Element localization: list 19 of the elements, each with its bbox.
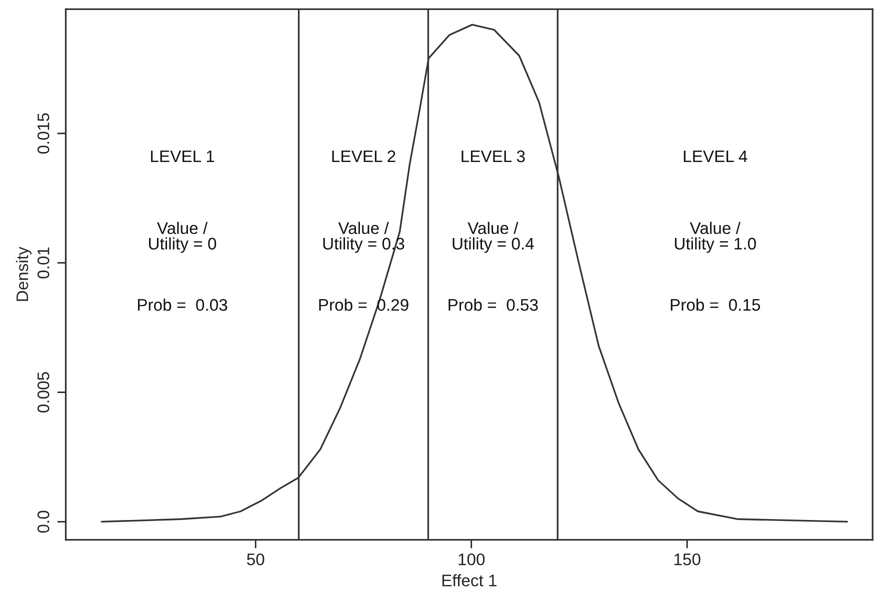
x-tick-label: 150	[674, 553, 700, 566]
annotation: LEVEL 1	[151, 150, 214, 162]
y-tick-label: 0.01	[37, 247, 50, 278]
annotation: Value / Utility = 0	[149, 222, 216, 253]
x-tick-label: 100	[458, 553, 485, 566]
y-tick-label: 0.015	[37, 113, 50, 154]
y-tick-label: 0.0	[37, 510, 50, 533]
annotation: LEVEL 4	[684, 150, 748, 162]
annotation: Prob = 0.53	[448, 298, 538, 311]
annotation: Prob = 0.15	[670, 298, 760, 311]
annotation: Value / Utility = 1.0	[674, 222, 756, 253]
annotation: Prob = 0.03	[138, 298, 228, 311]
annotation: LEVEL 3	[462, 150, 525, 162]
annotation: Value / Utility = 0.4	[452, 222, 534, 253]
x-axis-title: Effect 1	[442, 574, 496, 586]
y-tick-label: 0.005	[37, 372, 50, 412]
y-axis-title: Density	[16, 246, 32, 301]
annotation: LEVEL 2	[332, 150, 396, 162]
x-tick-label: 50	[247, 553, 264, 566]
